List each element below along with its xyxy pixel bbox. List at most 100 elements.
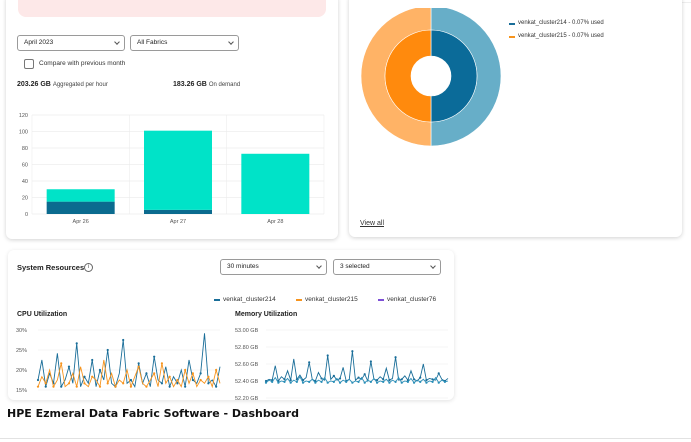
series-point-0 [168, 385, 171, 388]
series-point-0 [388, 379, 391, 382]
series-point-1 [295, 380, 298, 383]
chevron-down-icon [228, 39, 234, 45]
series-point-0 [332, 374, 335, 377]
y-tick-label: 20 [22, 196, 28, 202]
series-point-1 [207, 375, 210, 378]
series-point-0 [394, 356, 397, 359]
series-point-1 [168, 375, 171, 378]
y-tick-label: 52.80 GB [235, 345, 259, 351]
series-point-1 [44, 382, 47, 385]
y-tick-label: 20% [16, 368, 27, 374]
series-point-0 [363, 373, 366, 376]
series-point-1 [176, 378, 179, 382]
series-point-1 [332, 380, 335, 383]
month-select[interactable]: April 2023 [17, 35, 125, 51]
series-point-0 [184, 385, 187, 388]
series-point-1 [83, 382, 86, 385]
series-point-1 [60, 362, 63, 365]
legend-label-cluster214: venkat_cluster214 [223, 296, 276, 303]
series-point-1 [419, 380, 422, 383]
y-tick-label: 30% [16, 328, 27, 334]
legend-swatch-cluster215 [296, 299, 302, 301]
month-select-value: April 2023 [24, 39, 54, 46]
series-point-1 [314, 381, 317, 384]
aggregated-stat: 203.26 GB Aggregated per hour [17, 81, 108, 88]
section-title: System Resources [17, 263, 85, 272]
series-point-1 [301, 381, 305, 384]
series-point-1 [98, 385, 102, 388]
series-line-0 [265, 351, 449, 383]
x-tick-label: Apr 27 [170, 219, 186, 225]
system-resources-panel: System Resources i 30 minutes 3 selected… [8, 250, 454, 400]
series-point-1 [160, 362, 164, 365]
series-point-0 [351, 350, 354, 353]
series-point-0 [431, 378, 434, 381]
y-tick-label: 0 [25, 212, 28, 218]
x-tick-label: Apr 26 [73, 219, 89, 225]
series-point-1 [425, 381, 428, 384]
series-point-0 [67, 365, 71, 368]
series-point-1 [351, 381, 354, 384]
series-point-1 [271, 380, 274, 383]
series-point-0 [191, 378, 194, 382]
series-point-0 [98, 368, 102, 372]
chevron-down-icon [316, 263, 322, 269]
series-point-0 [207, 382, 210, 385]
series-point-0 [437, 372, 440, 375]
series-point-1 [91, 375, 94, 378]
y-tick-label: 80 [22, 146, 28, 152]
time-range-select[interactable]: 30 minutes [220, 259, 327, 275]
series-point-1 [431, 380, 434, 383]
series-point-1 [114, 385, 117, 388]
series-point-0 [289, 379, 292, 382]
cluster-donut-chart [360, 8, 502, 147]
series-point-0 [215, 385, 218, 388]
series-point-0 [382, 378, 385, 381]
series-point-0 [137, 362, 140, 365]
series-point-1 [283, 380, 286, 383]
series-point-0 [264, 379, 268, 383]
series-point-1 [277, 381, 280, 384]
series-point-1 [129, 385, 133, 388]
series-point-1 [264, 381, 268, 384]
series-point-1 [308, 380, 311, 383]
aggregated-label: Aggregated per hour [52, 82, 108, 88]
fabric-select[interactable]: All Fabrics [130, 35, 239, 51]
usage-panel: April 2023 All Fabrics Compare with prev… [6, 0, 338, 239]
series-point-1 [153, 372, 156, 375]
usage-bar-chart: 0 20 40 60 80 100 120 Apr 26 Apr 27 Apr 28 [19, 113, 325, 225]
series-point-1 [184, 368, 187, 372]
y-tick-label: 52.40 GB [235, 379, 259, 385]
series-point-0 [129, 378, 133, 382]
bar-segment-series-0 [144, 209, 212, 214]
series-point-0 [176, 382, 179, 385]
series-point-0 [199, 372, 202, 375]
series-point-0 [357, 376, 360, 379]
y-tick-label: 60 [22, 163, 28, 169]
series-point-0 [295, 378, 298, 381]
series-point-1 [363, 381, 366, 384]
series-point-1 [437, 381, 440, 384]
compare-checkbox[interactable] [24, 59, 34, 69]
series-point-1 [345, 380, 348, 383]
bar-segment-series-0 [46, 201, 115, 214]
ondemand-value: 183.26 GB [173, 81, 207, 88]
series-point-0 [412, 378, 416, 381]
series-point-1 [36, 385, 40, 388]
y-tick-label: 15% [16, 388, 27, 394]
bar-segment-series-1 [241, 153, 310, 214]
y-tick-label: 40 [22, 179, 28, 185]
series-point-1 [443, 380, 447, 383]
series-point-1 [145, 385, 148, 388]
cluster-select[interactable]: 3 selected [333, 259, 441, 275]
series-point-0 [425, 379, 428, 382]
series-point-1 [412, 381, 416, 384]
info-circle-icon[interactable]: i [84, 263, 93, 272]
series-point-0 [145, 372, 148, 375]
series-point-0 [375, 379, 379, 382]
alert-banner [18, 0, 326, 17]
chevron-down-icon [430, 263, 436, 269]
series-line-0 [37, 333, 221, 389]
view-all-link[interactable]: View all [360, 220, 384, 227]
series-point-1 [106, 382, 109, 385]
